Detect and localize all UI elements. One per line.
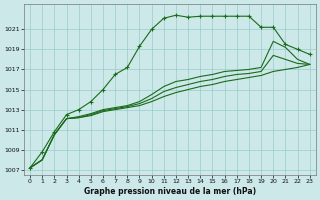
X-axis label: Graphe pression niveau de la mer (hPa): Graphe pression niveau de la mer (hPa) <box>84 187 256 196</box>
